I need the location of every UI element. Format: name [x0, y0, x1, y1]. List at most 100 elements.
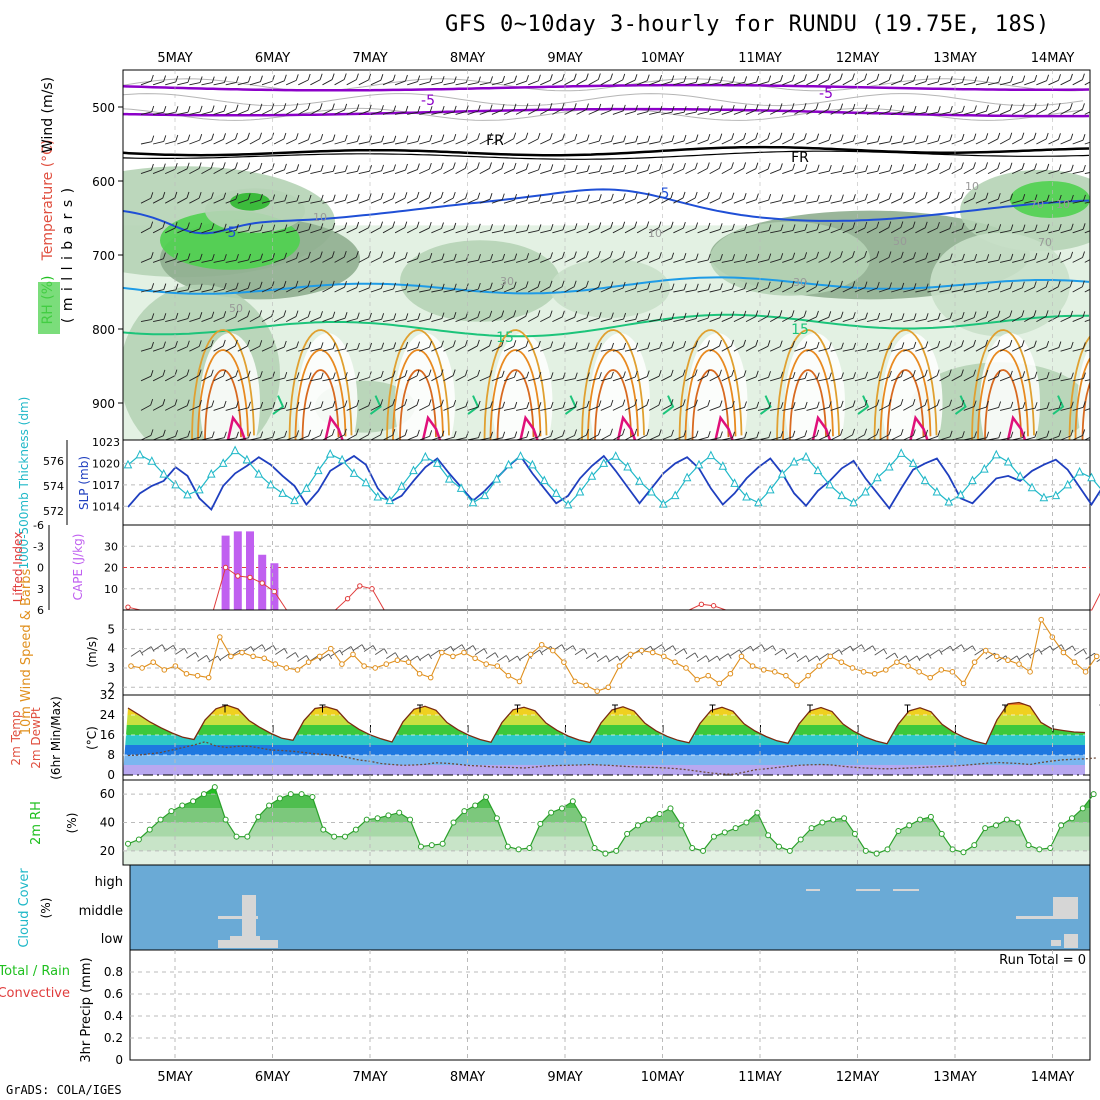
wind-barb-flag [477, 369, 481, 377]
wind-barb-flag [259, 103, 263, 110]
wind-barb-flag [1010, 431, 1014, 438]
wind-barb [491, 168, 502, 175]
wind-barb-flag [925, 75, 929, 82]
wind-barb-flag [792, 194, 796, 201]
wind-barb [382, 227, 393, 234]
wind-barb-flag [429, 75, 433, 83]
wind-barb [237, 199, 249, 204]
wind-barb-flag [211, 76, 215, 83]
cloud-cell [218, 916, 258, 919]
rh-marker [613, 847, 620, 854]
wind-speed-marker [161, 667, 168, 673]
wind-barb [1048, 79, 1059, 86]
wind-barb [177, 289, 189, 293]
wind-barb [552, 139, 563, 145]
top-date-label: 12MAY [836, 51, 880, 66]
wind-barb-flag [453, 105, 457, 113]
wind-barb [685, 168, 696, 175]
wind-barb [987, 198, 999, 204]
wind-barb-flag [296, 224, 300, 231]
wind-barb-flag [779, 281, 783, 288]
wind-speed-marker [694, 676, 700, 683]
wind-barb-flag [961, 133, 965, 141]
wind-barb-flag [695, 430, 699, 437]
wind-barb-flag [913, 283, 917, 290]
wind-barb [564, 257, 575, 263]
wind-barb [576, 286, 587, 293]
wind-speed-marker [316, 653, 323, 660]
wind-barb [467, 345, 478, 352]
surface-wind-barb-flag [938, 649, 943, 655]
wind-barb [177, 197, 188, 204]
slp-marker [575, 486, 585, 496]
wind-barb [443, 259, 455, 263]
wind-barb [987, 110, 999, 115]
wind-barb-flag [210, 369, 214, 376]
wind-barb-flag [949, 312, 953, 319]
wind-barb [999, 287, 1011, 293]
wind-barb [164, 197, 176, 204]
wind-barb [455, 317, 467, 323]
wind-barb-flag [223, 76, 227, 83]
wind-barb [999, 138, 1010, 145]
surface-wind-barb-flag [328, 653, 333, 660]
wind-barb [491, 407, 503, 411]
wind-barb-flag [1033, 340, 1037, 347]
wind-barb-flag [1058, 194, 1062, 202]
rh-marker [222, 816, 229, 823]
contour-label: 15 [496, 330, 514, 346]
wind-barb-flag [768, 253, 772, 260]
wind-barb [1060, 286, 1071, 293]
wind-barb [794, 286, 805, 293]
wind-barb-flag [344, 342, 348, 350]
wind-barb-flag [623, 342, 627, 350]
wind-barb-flag [259, 310, 263, 317]
wind-barb [806, 79, 817, 86]
wind-barb-flag [767, 162, 771, 170]
wind-barb [697, 168, 708, 174]
contour-label: 15 [791, 322, 809, 338]
wind-barb [1072, 257, 1083, 263]
wind-barb-flag [683, 162, 686, 170]
wind-barb-flag [961, 222, 965, 230]
wind-barb-flag [550, 401, 554, 409]
wind-barb-flag [646, 192, 650, 199]
wind-barb-flag [804, 341, 808, 348]
wind-barb [552, 108, 563, 115]
wind-barb-flag [163, 283, 167, 290]
wind-barb [310, 228, 321, 234]
lifted-index-marker [698, 601, 705, 608]
wind-barb [782, 200, 794, 204]
wind-barb [915, 347, 926, 352]
wind-barb-flag [622, 193, 626, 200]
wind-barb [346, 318, 358, 323]
wind-barb [443, 168, 454, 174]
wind-barb-flag [900, 428, 904, 436]
wind-barb-flag [1057, 102, 1061, 110]
wind-barb [527, 286, 539, 293]
wind-speed-marker [1082, 669, 1089, 675]
wind-barb [636, 80, 648, 86]
slp-marker [480, 490, 490, 500]
surface-wind-barb-flag [961, 644, 965, 650]
slp-marker [611, 451, 621, 460]
wind-barb-flag [235, 370, 239, 377]
wind-barb-flag [900, 399, 904, 406]
wind-barb [649, 141, 661, 145]
wind-barb [249, 345, 260, 352]
precip-tick: 0.2 [104, 1031, 123, 1045]
wind-barb-flag [901, 105, 905, 112]
wind-barb [685, 140, 697, 145]
slp-marker [539, 475, 549, 485]
wind-barb [709, 167, 720, 174]
wind-barb-flag [441, 312, 445, 319]
wind-barb [854, 256, 865, 263]
wind-speed-marker [838, 659, 845, 665]
wind-barb-flag [853, 372, 856, 379]
wind-barb-flag [888, 370, 892, 378]
wind-barb-flag [962, 76, 965, 83]
lifted-index-marker [344, 595, 351, 602]
wind-barb [612, 434, 623, 440]
wind-barb-flag [248, 431, 251, 438]
wind-barb [854, 287, 866, 293]
